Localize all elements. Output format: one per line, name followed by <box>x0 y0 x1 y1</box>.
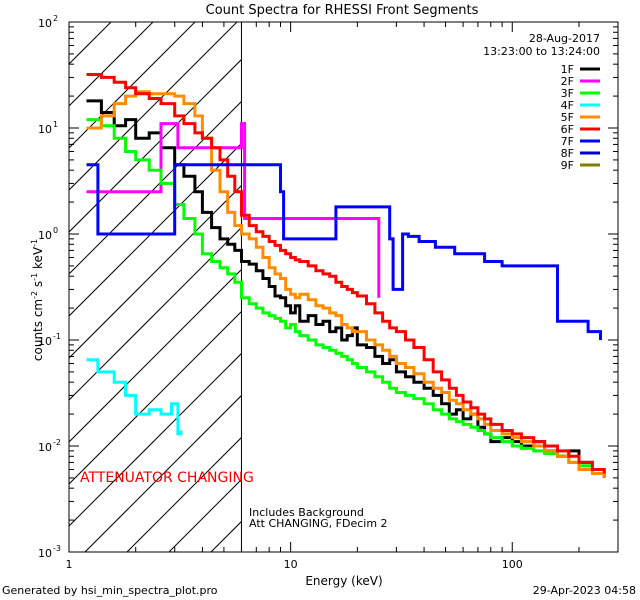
hatch-line <box>69 310 242 485</box>
y-tick-label: 10 <box>38 17 52 30</box>
x-tick-label: 100 <box>502 558 523 571</box>
hatch-line <box>69 100 242 275</box>
date-label: 28-Aug-2017 <box>529 32 600 45</box>
x-axis-label: Energy (keV) <box>305 574 382 588</box>
x-tick-label: 10 <box>284 558 298 571</box>
fdecim-annotation: Att CHANGING, FDecim 2 <box>249 517 388 530</box>
y-tick-exponent: -1 <box>53 332 61 341</box>
plot-frame <box>68 21 619 553</box>
legend-label: 3F <box>561 87 574 100</box>
hatch-line <box>69 142 242 317</box>
footer-generated-by: Generated by hsi_min_spectra_plot.pro <box>2 584 218 597</box>
hatch-line <box>69 184 242 359</box>
chart-title: Count Spectra for RHESSI Front Segments <box>206 3 479 18</box>
includes-background-annotation: Includes Background <box>249 506 364 519</box>
x-tick-label: 1 <box>66 558 73 571</box>
y-tick-exponent: 0 <box>53 226 58 235</box>
y-tick-label: 10 <box>38 547 52 560</box>
y-tick-exponent: 2 <box>53 14 58 23</box>
hatch-line <box>69 58 242 233</box>
legend-label: 1F <box>561 63 574 76</box>
y-tick-label: 10 <box>38 441 52 454</box>
legend-label: 5F <box>561 111 574 124</box>
y-tick-label: 10 <box>38 335 52 348</box>
series-line-5F <box>86 90 606 478</box>
attenuator-changing-annotation: ATTENUATOR CHANGING <box>80 470 254 486</box>
legend-label: 6F <box>561 123 574 136</box>
hatch-line <box>84 394 242 552</box>
legend-label: 4F <box>561 99 574 112</box>
y-tick-exponent: 1 <box>53 120 58 129</box>
series-line-4F <box>86 358 183 436</box>
series-line-3F <box>86 118 606 474</box>
series-line-6F <box>86 73 606 474</box>
footer-timestamp: 29-Apr-2023 04:58 <box>533 584 636 597</box>
time-range-label: 13:23:00 to 13:24:00 <box>483 45 600 58</box>
series-line-1F <box>86 99 606 478</box>
hatch-line <box>253 22 640 552</box>
legend-label: 9F <box>561 159 574 172</box>
x-axis: 1 10 100 <box>66 22 619 571</box>
legend-label: 2F <box>561 75 574 88</box>
y-tick-label: 10 <box>38 229 52 242</box>
y-tick-exponent: -2 <box>53 438 61 447</box>
y-tick-exponent: -3 <box>53 544 61 553</box>
y-axis-label: counts cm-2 s-1 keV-1 <box>30 239 45 361</box>
hatch-line <box>69 352 242 527</box>
legend-label: 7F <box>561 135 574 148</box>
hatch-line <box>69 22 238 191</box>
y-tick-label: 10 <box>38 123 52 136</box>
hatch-line <box>126 436 242 552</box>
attenuator-hatch-region <box>69 22 640 552</box>
series-line-7F <box>86 163 602 340</box>
hatch-line <box>69 22 196 149</box>
legend-label: 8F <box>561 147 574 160</box>
hatch-line <box>69 268 242 443</box>
series-layer <box>86 73 606 478</box>
hatch-line <box>69 226 242 401</box>
